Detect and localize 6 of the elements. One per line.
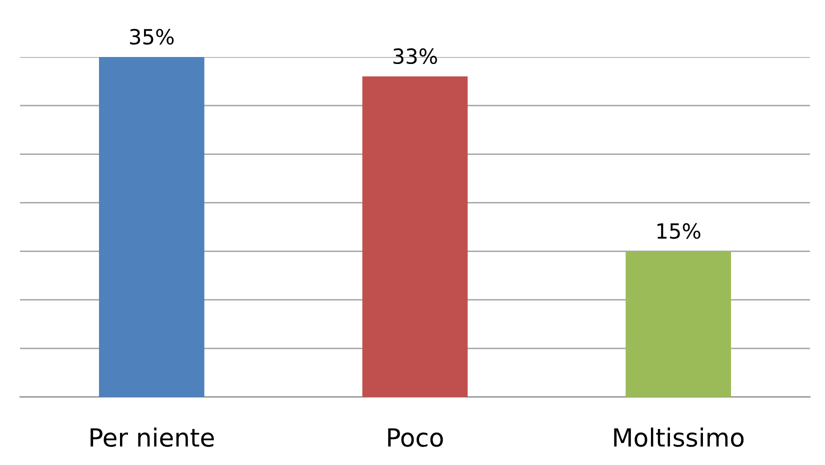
x-tick-label: Per niente: [90, 428, 214, 447]
data-label: 35%: [130, 28, 174, 45]
data-label: 33%: [393, 48, 438, 64]
data-label: 15%: [657, 223, 700, 239]
x-tick-label: Moltissimo: [614, 428, 744, 447]
x-tick-label: Poco: [388, 428, 443, 447]
